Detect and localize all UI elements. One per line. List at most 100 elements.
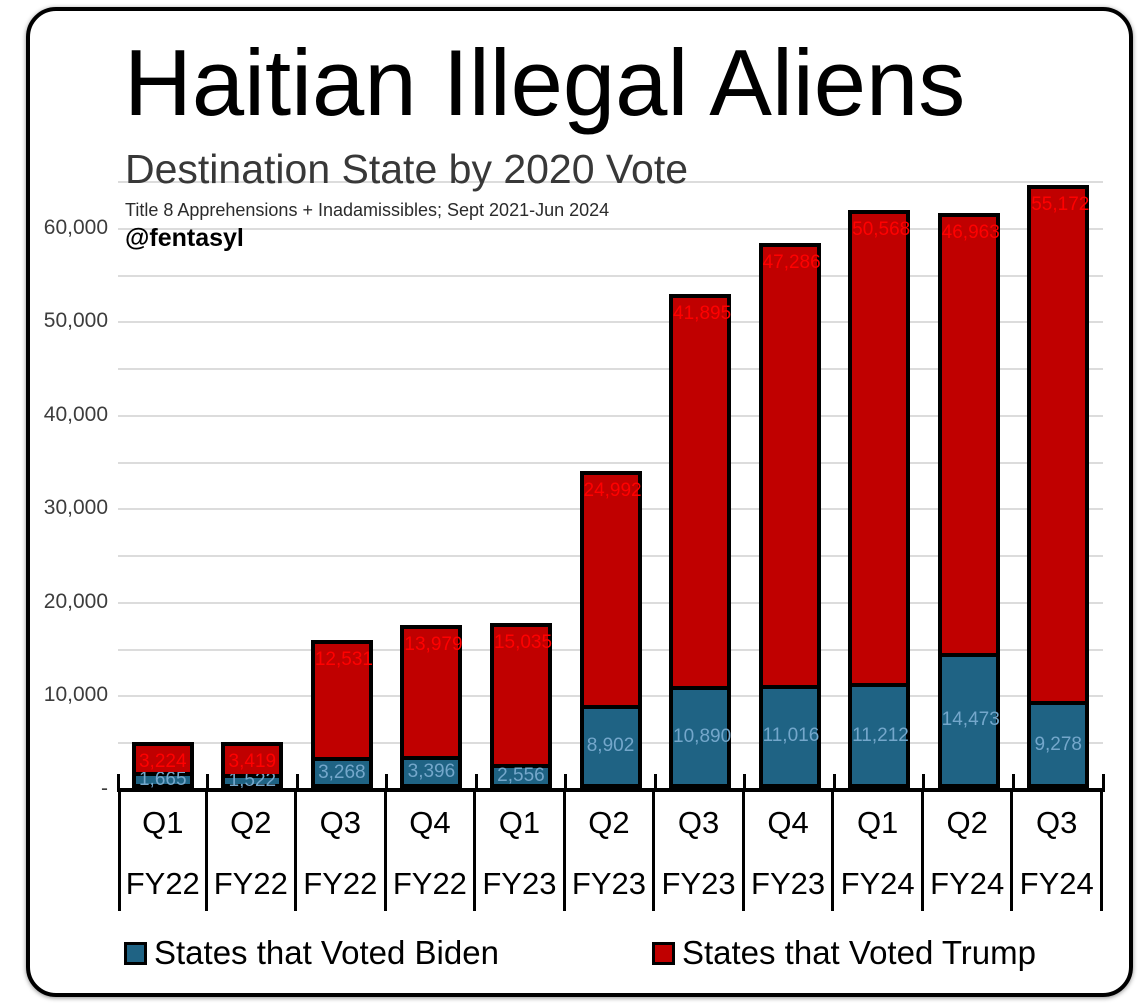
chart-watermark: @fentasyl [125, 224, 244, 252]
bar-value-label: 10,890 [673, 726, 732, 748]
legend-swatch-biden [124, 941, 147, 965]
bar-value-label: 55,172 [1031, 194, 1090, 216]
bar-segment-biden: 1,522 [221, 770, 284, 791]
bar-segment-trump: 47,286 [758, 242, 821, 685]
bar-segment-trump: 41,895 [669, 294, 732, 687]
bar-value-label: 8,902 [586, 735, 635, 757]
gridline [118, 274, 1103, 277]
bar-value-label: 11,212 [852, 724, 909, 746]
bar-segment-trump: 24,992 [579, 470, 642, 705]
bar-segment-trump: 12,531 [310, 640, 373, 758]
x-axis-fy-label: FY23 [661, 866, 736, 901]
legend-item-trump: States that Voted Trump [651, 934, 1036, 972]
bar-value-label: 13,979 [404, 634, 463, 656]
bar-value-label: 1,522 [228, 769, 277, 791]
axis-tick [653, 774, 657, 792]
axis-tick [922, 774, 926, 792]
y-axis-tick-label: 40,000 [43, 402, 108, 426]
x-axis-fy-label: FY24 [840, 866, 915, 901]
legend-label: States that Voted Trump [681, 934, 1036, 971]
x-axis-quarter-label: Q1 [142, 805, 184, 840]
x-axis-quarter-label: Q3 [677, 805, 720, 840]
bar-value-label: 12,531 [314, 649, 373, 671]
legend-item-biden: States that Voted Biden [124, 934, 499, 972]
x-axis-quarter-label: Q4 [767, 805, 809, 840]
gridline [118, 461, 1103, 464]
axis-tick [385, 774, 389, 792]
x-axis-quarter-label: Q1 [856, 805, 899, 840]
x-axis-category: Q2 FY23 [566, 792, 656, 911]
x-axis-category: Q4 FY23 [745, 792, 835, 911]
x-axis-category: Q2 FY24 [924, 792, 1014, 911]
chart-note: Title 8 Apprehensions + Inadamissibles; … [125, 200, 610, 220]
bar-value-label: 1,665 [138, 769, 187, 791]
x-axis-quarter-label: Q2 [230, 805, 272, 840]
bar-segment-biden: 10,890 [669, 686, 731, 788]
x-axis-quarter-label: Q3 [319, 805, 362, 840]
bar-segment-trump: 55,172 [1027, 185, 1090, 702]
axis-tick [1101, 774, 1105, 792]
bar-segment-trump: 46,963 [937, 213, 1000, 653]
axis-tick [206, 774, 210, 792]
bar-value-label: 3,396 [407, 761, 456, 783]
x-axis-quarter-label: Q2 [946, 805, 988, 840]
axis-tick [474, 774, 478, 792]
bar-segment-trump: 50,568 [848, 210, 911, 684]
x-axis-category: Q2 FY22 [208, 792, 298, 911]
x-axis-quarter-label: Q2 [588, 805, 630, 840]
bar-value-label: 3,224 [138, 751, 187, 773]
x-axis-fy-label: FY22 [392, 866, 467, 901]
bar-segment-biden: 9,278 [1027, 701, 1090, 788]
x-axis-quarter-label: Q1 [498, 805, 541, 840]
bar-value-label: 11,016 [762, 725, 820, 747]
axis-tick [1011, 774, 1015, 792]
x-axis-fy-label: FY22 [125, 866, 200, 901]
bar-value-label: 50,568 [852, 219, 911, 241]
bar-segment-biden: 3,396 [400, 756, 463, 788]
bar-value-label: 41,895 [673, 303, 732, 325]
legend: States that Voted Biden States that Voted… [124, 934, 1036, 972]
bar-value-label: 2,556 [497, 765, 545, 787]
gridline [118, 368, 1103, 371]
x-axis-category: Q3 FY24 [1013, 792, 1103, 911]
bar-value-label: 46,963 [941, 222, 1000, 244]
y-axis-tick-label: 10,000 [43, 683, 108, 707]
axis-tick [743, 774, 747, 792]
bar-segment-biden: 2,556 [489, 764, 552, 788]
x-axis-fy-label: FY23 [571, 866, 647, 901]
bar-value-label: 3,268 [318, 761, 366, 783]
gridline [118, 414, 1103, 417]
axis-tick [564, 774, 568, 792]
x-axis-quarter-label: Q4 [409, 805, 451, 840]
chart-subtitle: Destination State by 2020 Vote [125, 146, 689, 192]
y-axis-tick-label: 50,000 [43, 309, 108, 333]
legend-label: States that Voted Biden [154, 934, 499, 971]
axis-tick [295, 774, 299, 792]
bar-segment-biden: 8,902 [579, 704, 642, 788]
y-axis-tick-label: - [101, 777, 108, 800]
gridline [118, 227, 1103, 230]
x-axis-line [118, 788, 1103, 792]
gridline [118, 321, 1103, 324]
bar-segment-biden: 1,665 [131, 769, 194, 791]
bar-value-label: 9,278 [1034, 733, 1082, 755]
bar-segment-biden: 14,473 [937, 652, 1000, 788]
x-axis-fy-label: FY23 [751, 866, 826, 901]
bar-value-label: 47,286 [762, 251, 821, 273]
x-axis-category: Q1 FY24 [834, 792, 924, 911]
axis-tick [832, 774, 836, 792]
x-axis-fy-label: FY24 [1019, 866, 1094, 901]
bar-value-label: 3,419 [228, 750, 277, 772]
bar-segment-biden: 3,268 [310, 757, 373, 788]
x-axis-category: Q3 FY23 [655, 792, 745, 911]
x-axis-category: Q1 FY23 [476, 792, 566, 911]
x-axis-fy-label: FY22 [213, 866, 288, 901]
x-axis-category: Q4 FY22 [387, 792, 477, 911]
bar-segment-trump: 3,224 [131, 742, 194, 773]
x-axis-category: Q3 FY22 [297, 792, 387, 911]
bar-value-label: 24,992 [583, 479, 642, 501]
bar-value-label: 14,473 [941, 709, 1000, 731]
bar-value-label: 15,035 [493, 632, 553, 654]
bar-segment-biden: 11,016 [758, 684, 821, 788]
